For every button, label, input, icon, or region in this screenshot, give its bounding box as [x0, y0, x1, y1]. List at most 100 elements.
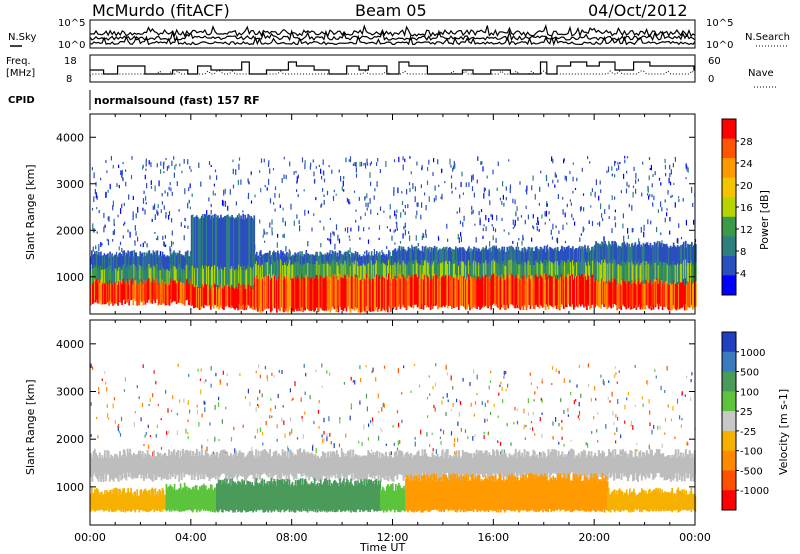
ground-scatter-cell: [633, 456, 636, 481]
power-cell: [666, 212, 668, 217]
power-cell: [620, 190, 622, 194]
ground-scatter-cell: [408, 454, 411, 479]
power-cell: [235, 268, 237, 288]
power-cell: [538, 250, 541, 265]
power-cell: [319, 220, 321, 223]
power-cell: [554, 275, 557, 306]
velocity-cell: [301, 416, 303, 419]
power-cell: [240, 266, 242, 286]
power-cell: [596, 261, 598, 281]
velocity-cell: [176, 430, 178, 436]
power-cell: [693, 245, 695, 264]
power-cell: [649, 168, 651, 171]
power-cell: [528, 260, 531, 275]
power-cell: [117, 256, 119, 271]
power-cell: [409, 276, 412, 307]
power-cell: [347, 227, 349, 233]
power-cell: [209, 175, 211, 180]
ground-scatter-cell: [175, 451, 178, 476]
power-cell: [493, 245, 495, 260]
power-cell: [210, 203, 212, 208]
power-cell: [254, 254, 257, 264]
velocity-cell: [674, 493, 676, 510]
velocity-cell: [300, 484, 303, 512]
power-cell: [557, 194, 559, 199]
power-cell: [415, 274, 418, 305]
velocity-cell: [542, 475, 544, 513]
power-cell: [561, 274, 564, 305]
power-cell: [220, 214, 222, 266]
velocity-cell: [602, 379, 604, 384]
power-cell: [330, 277, 333, 310]
power-cell: [153, 252, 156, 267]
power-cell: [461, 275, 463, 306]
power-cell: [286, 252, 288, 262]
power-cell: [273, 259, 275, 274]
power-cell: [695, 262, 697, 282]
power-cell: [130, 279, 132, 300]
power-cell: [635, 284, 638, 310]
power-cell: [509, 246, 512, 261]
velocity-cell: [454, 451, 456, 455]
power-cell: [604, 240, 606, 260]
power-cell: [556, 237, 559, 244]
velocity-cell: [234, 448, 236, 454]
power-cell: [295, 262, 297, 277]
velocity-cell: [372, 481, 374, 510]
power-cell: [408, 248, 411, 263]
power-cell: [564, 263, 567, 278]
power-cell: [429, 279, 432, 310]
power-cell: [241, 288, 243, 310]
power-cell: [337, 234, 339, 241]
power-cell: [379, 169, 381, 174]
velocity-cell: [413, 476, 415, 513]
power-cell: [591, 274, 593, 305]
power-cell: [684, 259, 687, 278]
power-cell: [512, 247, 515, 262]
power-cell: [247, 192, 250, 199]
velocity-cell: [322, 481, 325, 510]
power-cell: [269, 259, 271, 274]
velocity-cell: [618, 370, 620, 373]
power-cell: [297, 261, 299, 276]
power-cell: [597, 261, 599, 281]
power-cell: [471, 211, 473, 215]
ground-scatter-cell: [252, 455, 255, 479]
velocity-cell: [592, 477, 595, 511]
ground-scatter-cell: [350, 457, 353, 481]
velocity-cell: [276, 479, 279, 511]
colorbar-segment: [722, 351, 736, 373]
power-cell: [169, 278, 172, 300]
power-cell: [116, 183, 118, 187]
power-cell: [192, 268, 195, 288]
velocity-cell: [203, 381, 205, 384]
power-cell: [228, 216, 230, 268]
power-cell: [318, 255, 321, 265]
ground-scatter-cell: [126, 448, 129, 473]
power-cell: [212, 214, 214, 266]
ground-scatter-cell: [454, 456, 457, 481]
power-cell: [319, 274, 322, 308]
ground-scatter-cell: [674, 449, 677, 473]
ytick-label: 4000: [56, 131, 84, 144]
power-cell: [190, 169, 192, 173]
ground-scatter-cell: [579, 457, 581, 482]
velocity-cell: [492, 476, 495, 510]
power-cell: [449, 158, 451, 165]
power-cell: [427, 167, 429, 172]
power-cell: [141, 252, 144, 267]
power-cell: [525, 252, 528, 266]
velocity-cell: [201, 485, 204, 510]
velocity-cell: [123, 488, 125, 509]
velocity-cell: [602, 478, 605, 509]
power-cell: [238, 283, 240, 305]
power-cell: [356, 261, 359, 276]
power-cell: [452, 276, 454, 307]
ground-scatter-cell: [465, 451, 468, 476]
power-cell: [210, 288, 212, 310]
power-cell: [355, 263, 358, 278]
ground-scatter-cell: [121, 455, 124, 479]
ground-scatter-cell: [234, 450, 237, 474]
power-cell: [161, 265, 164, 280]
power-cell: [682, 260, 685, 280]
